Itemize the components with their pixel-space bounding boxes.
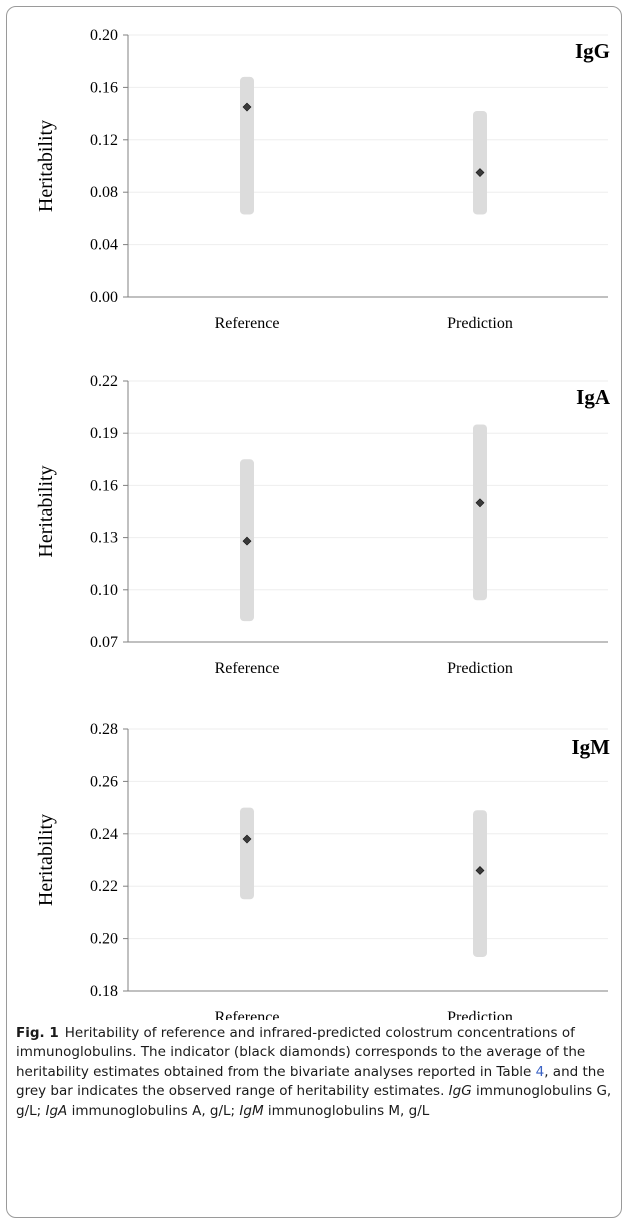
def-igm: immunoglobulins M, g/L <box>263 1102 430 1119</box>
y-tick-label: 0.28 <box>90 721 118 738</box>
y-tick-label: 0.18 <box>90 983 118 1000</box>
x-category-label: Prediction <box>447 315 513 332</box>
chart-panel-iga: 0.07 0.10 0.13 0.16 0.19 0.22 Heritability IgA R… <box>35 373 611 677</box>
y-tick-label: 0.04 <box>90 237 118 254</box>
x-category-label: Prediction <box>447 660 513 677</box>
y-tick-label: 0.26 <box>90 773 118 790</box>
abbr-iga: IgA <box>45 1102 68 1119</box>
y-tick-label: 0.12 <box>90 132 118 149</box>
mean-marker <box>475 498 485 508</box>
chart-panel-igg: 0.00 0.04 0.08 0.12 0.16 0.20 Heritability IgG R… <box>35 27 610 332</box>
chart-panel-igm: 0.18 0.20 0.22 0.24 0.26 0.28 Heritability IgM R… <box>35 721 610 1020</box>
y-tick-label: 0.07 <box>90 634 118 651</box>
def-igg: immunoglobulins G, g/L; <box>16 1083 612 1119</box>
y-axis-label: Heritability <box>35 814 57 906</box>
panel-title: IgG <box>575 39 610 63</box>
caption-body-1: The indicator (black diamonds) correspon… <box>16 1044 586 1080</box>
figure-charts: 0.00 0.04 0.08 0.12 0.16 0.20 Heritability IgG R… <box>35 27 611 1020</box>
range-bar <box>473 810 487 957</box>
y-axis-label: Heritability <box>35 465 57 557</box>
mean-marker <box>242 102 252 112</box>
y-tick-label: 0.16 <box>90 477 118 494</box>
x-category-label: Reference <box>215 1009 280 1020</box>
abbr-igg: IgG <box>448 1083 472 1100</box>
y-tick-label: 0.20 <box>90 27 118 44</box>
range-bar <box>240 76 254 215</box>
x-category-label: Prediction <box>447 1009 513 1020</box>
y-tick-label: 0.22 <box>90 373 118 390</box>
panel-title: IgA <box>576 385 611 409</box>
y-tick-label: 0.10 <box>90 582 118 599</box>
caption-label: Fig. 1 <box>16 1025 59 1041</box>
caption-body-2: , and the grey bar indicates the observe… <box>16 1063 605 1100</box>
y-tick-label: 0.20 <box>90 931 118 948</box>
y-tick-label: 0.08 <box>90 184 118 201</box>
y-tick-label: 0.13 <box>90 530 118 547</box>
range-bar <box>473 110 487 215</box>
range-bar <box>240 807 254 900</box>
table-reference-link[interactable]: 4 <box>535 1063 545 1080</box>
range-bar <box>473 424 487 601</box>
mean-marker <box>475 866 485 875</box>
y-tick-label: 0.00 <box>90 289 118 306</box>
y-tick-label: 0.24 <box>90 826 118 843</box>
def-iga: immunoglobulins A, g/L; <box>67 1102 240 1119</box>
mean-marker <box>242 536 252 546</box>
figure-caption: Fig. 1 Heritability of reference and infr… <box>16 1024 614 1121</box>
mean-marker <box>242 834 252 844</box>
y-tick-label: 0.16 <box>90 79 118 96</box>
caption-title: Heritability of reference and infrared-p… <box>16 1025 575 1061</box>
x-category-label: Reference <box>215 660 280 677</box>
x-category-label: Reference <box>215 315 280 332</box>
abbr-igm: IgM <box>239 1102 264 1119</box>
mean-marker <box>475 168 485 177</box>
figure-frame <box>6 6 622 1218</box>
y-axis-label: Heritability <box>35 120 57 212</box>
panel-title: IgM <box>572 735 611 759</box>
y-tick-label: 0.19 <box>90 425 118 442</box>
y-tick-label: 0.22 <box>90 878 118 895</box>
